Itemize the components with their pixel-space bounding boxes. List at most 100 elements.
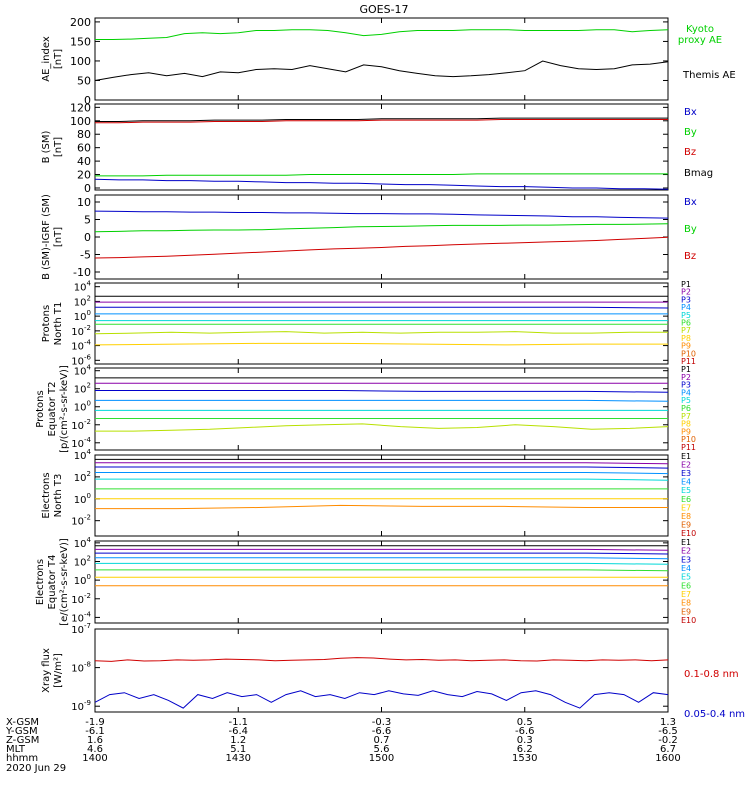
series-line-e4 <box>95 557 669 560</box>
y-tick-label: 100 <box>74 400 91 414</box>
panel-frame <box>94 282 669 365</box>
legend-entry: Bz <box>684 147 696 158</box>
legend-entry: E10 <box>681 616 696 625</box>
y-axis-label: [p/(cm²-s-sr-keV)] <box>59 365 70 453</box>
series-line-bz <box>94 236 669 259</box>
legend-entry: E3 <box>681 469 691 478</box>
y-axis-label: [nT] <box>53 49 64 69</box>
legend-entry: 0.05-0.4 nm <box>684 709 745 720</box>
y-tick-label: 5 <box>84 214 91 227</box>
series-line-e3 <box>95 466 669 469</box>
orbit-row-value: 1.6 <box>87 735 103 746</box>
orbit-row-value: -6.1 <box>85 726 105 737</box>
legend-entry: E3 <box>681 555 691 564</box>
series-line-e5 <box>95 478 669 481</box>
y-tick-label: -10 <box>73 266 91 279</box>
orbit-row-label: X-GSM <box>6 717 39 728</box>
panel-frame <box>94 628 669 713</box>
series-line-e2 <box>95 462 669 465</box>
orbit-row-value: 5.6 <box>374 744 390 755</box>
y-tick-label: 100 <box>70 55 91 68</box>
legend-entry: 0.1-0.8 nm <box>684 669 739 680</box>
series-line-e5 <box>95 562 669 565</box>
legend-entry: E4 <box>681 478 691 487</box>
legend-entry: P9 <box>681 427 691 436</box>
series-line-p8 <box>94 342 668 346</box>
legend-entry: P4 <box>681 388 691 397</box>
orbit-row-label: hhmm <box>6 753 38 764</box>
series-line-bx <box>94 210 669 219</box>
legend-entry: P9 <box>681 342 691 351</box>
legend-entry: P10 <box>681 349 696 358</box>
legend-entry: P1 <box>681 280 691 289</box>
series-line-bmag <box>95 117 668 122</box>
y-tick-label: 104 <box>74 280 92 294</box>
series-line-p7 <box>95 423 669 432</box>
y-tick-label: 0 <box>84 231 91 244</box>
y-axis-label: [nT] <box>53 227 64 247</box>
legend-entry: E4 <box>681 564 691 573</box>
orbit-row-value: -6.4 <box>228 726 248 737</box>
orbit-row-value: -1.1 <box>228 717 248 728</box>
legend-entry: By <box>684 127 697 138</box>
series-line-0-1-0-8-nm <box>94 657 669 662</box>
y-tick-label: 80 <box>77 128 91 141</box>
y-tick-label: 104 <box>74 364 92 378</box>
panel-frame <box>94 194 669 280</box>
y-tick-label: 100 <box>70 115 91 128</box>
orbit-row-value: 1600 <box>655 753 680 764</box>
y-tick-label: 20 <box>77 169 91 182</box>
orbit-row-value: 1.3 <box>660 717 676 728</box>
y-axis-label: B (SM)-IGRF (SM) <box>41 194 52 280</box>
series-line-e8 <box>95 504 668 510</box>
series-line-p3 <box>95 306 669 309</box>
series-line-p4 <box>95 399 669 402</box>
y-tick-label: 150 <box>70 35 91 48</box>
y-axis-label: B (SM) <box>41 130 52 163</box>
legend-entry: Bx <box>684 197 697 208</box>
legend-entry: E9 <box>681 520 691 529</box>
y-axis-label: Protons <box>35 390 46 427</box>
y-axis-label: Equator T2 <box>47 382 58 437</box>
panel-frame <box>94 103 669 191</box>
orbit-row-value: 6.2 <box>517 744 533 755</box>
legend-entry: By <box>684 224 697 235</box>
y-tick-label: 0 <box>84 182 91 195</box>
panel-8: 10-7 10-8 10-9 Xray flux [W/m²] 0.1-0.8 nm 0.0… <box>41 622 745 720</box>
series-line-themis-ae <box>94 60 669 81</box>
figure-title: GOES-17 <box>359 3 408 16</box>
y-tick-label: 10-9 <box>71 699 91 713</box>
y-tick-label: 104 <box>74 536 92 550</box>
series-line-p7 <box>94 331 668 335</box>
series-line-by <box>94 223 669 233</box>
y-tick-label: 10-8 <box>71 661 91 675</box>
legend-entry: Kyoto proxy AE <box>678 24 722 46</box>
orbit-row-value: -6.5 <box>658 726 678 737</box>
legend-entry: P1 <box>681 365 691 374</box>
y-axis-label: Electrons <box>41 472 52 518</box>
y-axis-label: Electrons <box>35 559 46 605</box>
y-axis-label: AE_index <box>41 36 52 82</box>
legend-entry: P4 <box>681 303 691 312</box>
legend-entry: E7 <box>681 590 691 599</box>
y-axis-label: Protons <box>41 305 52 342</box>
legend-entry: P6 <box>681 319 691 328</box>
legend-entry: P2 <box>681 288 691 297</box>
legend-entry: P5 <box>681 311 691 320</box>
legend-entry: P11 <box>681 357 696 366</box>
series-line-bz <box>95 119 668 124</box>
legend-entry: Themis AE <box>682 70 736 81</box>
y-tick-label: 102 <box>74 294 91 308</box>
legend-entry: E2 <box>681 461 691 470</box>
orbit-row-label: Y-GSM <box>5 726 38 737</box>
y-tick-label: 102 <box>74 470 91 484</box>
y-tick-label: 10-2 <box>71 514 91 528</box>
y-axis-label: [nT] <box>53 137 64 157</box>
orbit-row-value: 1430 <box>226 753 251 764</box>
series-line-0-05-0-4-nm <box>94 690 669 709</box>
y-tick-label: 200 <box>70 16 91 29</box>
